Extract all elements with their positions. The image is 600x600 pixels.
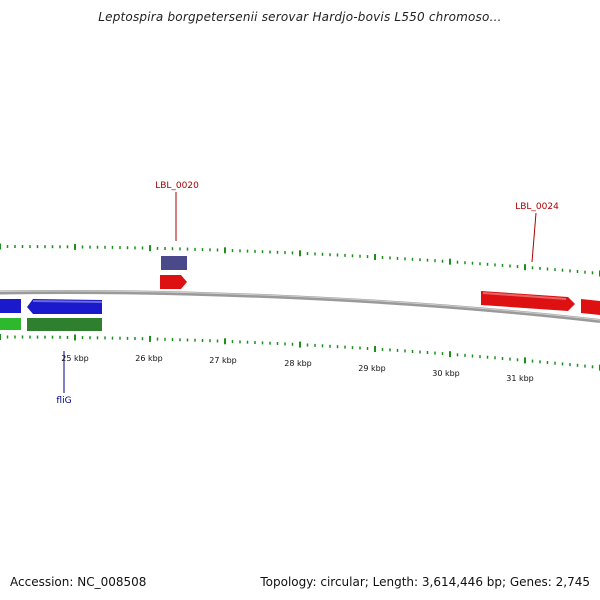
reverse-cds-feature[interactable] bbox=[0, 299, 21, 313]
feature-track bbox=[0, 256, 600, 331]
LBL_0024-leader-line bbox=[531, 212, 537, 263]
LBL_0020-other-feature[interactable] bbox=[161, 256, 187, 270]
kbp-label: 26 kbp bbox=[135, 354, 163, 363]
outer-tick-track bbox=[0, 243, 600, 277]
feature-label-LBL_0020[interactable]: LBL_0020 bbox=[155, 181, 199, 191]
kbp-label: 27 kbp bbox=[209, 356, 237, 365]
kbp-label: 30 kbp bbox=[432, 369, 460, 378]
LBL_0024-cds-feature[interactable] bbox=[481, 291, 575, 311]
kbp-label: 31 kbp bbox=[506, 374, 534, 383]
fliG-gene-feature[interactable] bbox=[27, 318, 102, 331]
topology-summary: Topology: circular; Length: 3,614,446 bp… bbox=[260, 575, 590, 589]
forward-gene-feature[interactable] bbox=[0, 318, 21, 330]
kbp-label: 25 kbp bbox=[61, 354, 89, 363]
feature-label-fliG[interactable]: fliG bbox=[56, 396, 71, 406]
kbp-scale: 25 kbp 26 kbp 27 kbp 28 kbp 29 kbp 30 kb… bbox=[61, 354, 534, 383]
inner-tick-track bbox=[0, 334, 600, 371]
kbp-label: 28 kbp bbox=[284, 359, 312, 368]
forward-cds-feature[interactable] bbox=[581, 299, 600, 315]
backbone-highlight bbox=[0, 290, 600, 321]
LBL_0020-cds-feature[interactable] bbox=[160, 275, 187, 289]
kbp-label: 29 kbp bbox=[358, 364, 386, 373]
accession-text: Accession: NC_008508 bbox=[10, 575, 147, 589]
fliG-cds-feature[interactable] bbox=[27, 299, 102, 314]
map-title: Leptospira borgpetersenii serovar Hardjo… bbox=[98, 10, 502, 24]
feature-highlight bbox=[482, 292, 567, 300]
feature-highlight bbox=[32, 300, 103, 303]
backbone-line bbox=[0, 289, 600, 323]
feature-label-LBL_0024[interactable]: LBL_0024 bbox=[515, 202, 559, 212]
